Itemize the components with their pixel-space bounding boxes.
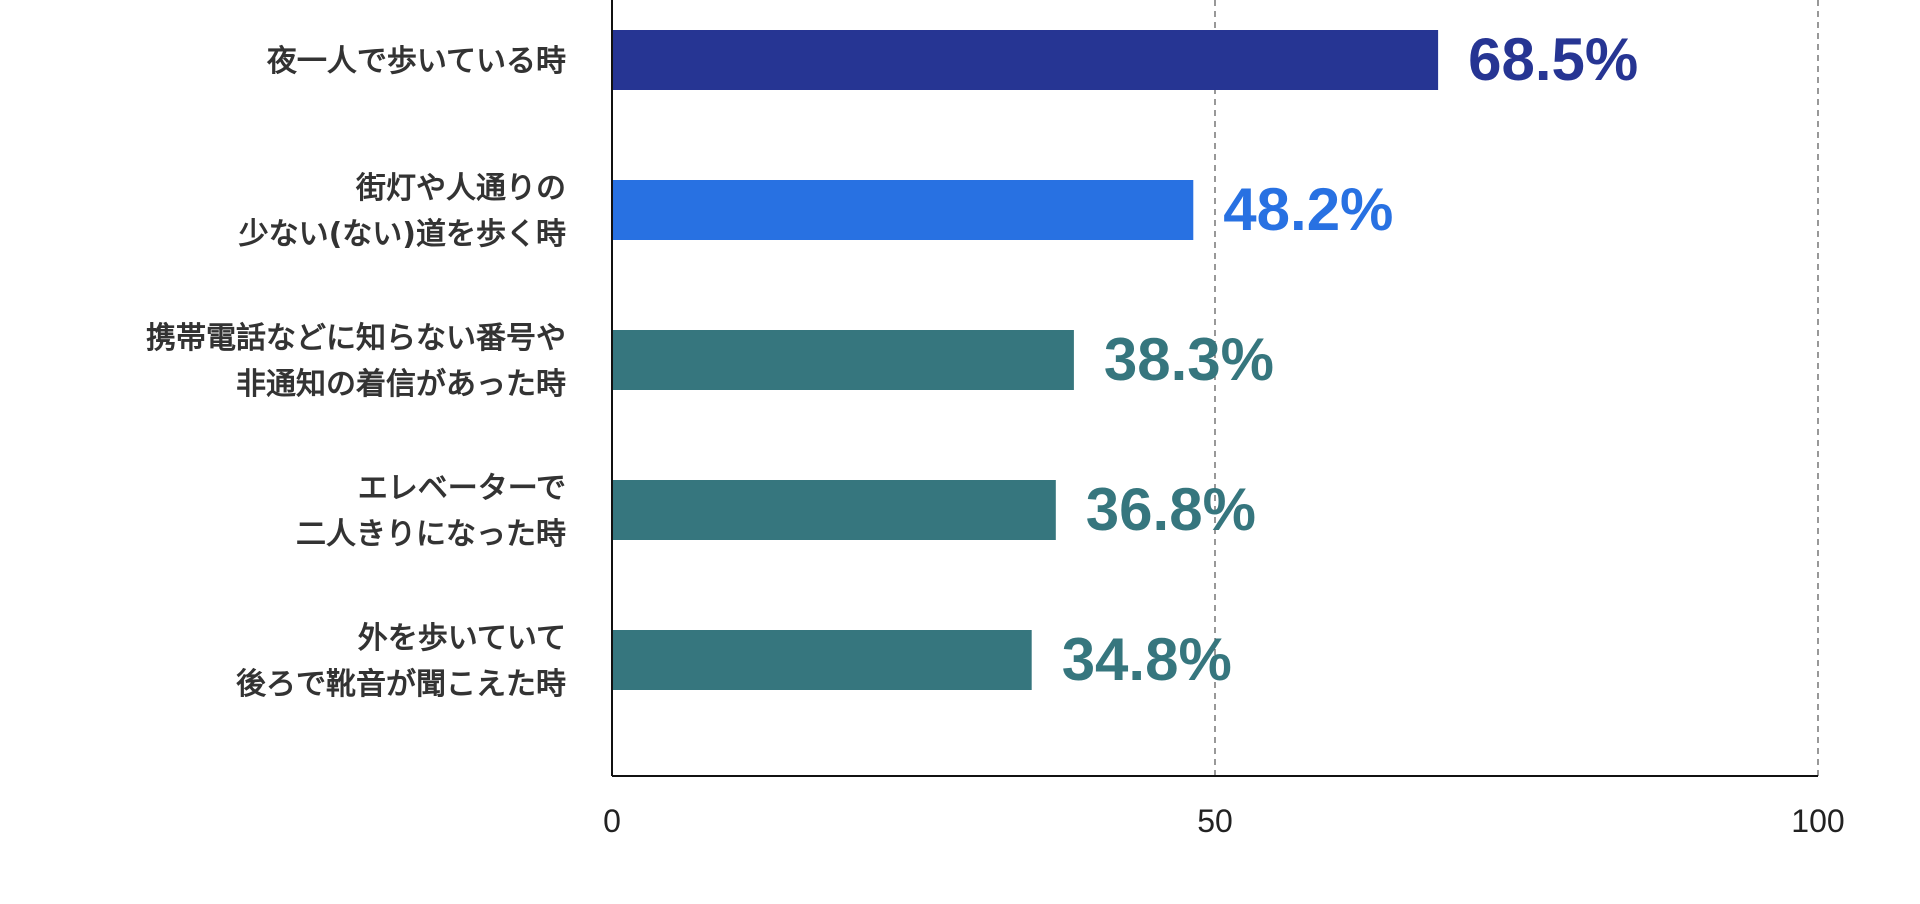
- bars: [612, 30, 1439, 690]
- category-label-2-line-1: 街灯や人通りの: [355, 171, 566, 206]
- bar-4: [612, 480, 1056, 540]
- data-label-2: 48.2%: [1223, 176, 1393, 243]
- data-label-4: 36.8%: [1086, 476, 1256, 543]
- axes: [611, 0, 1818, 777]
- category-labels: 夜一人で歩いている時街灯や人通りの少ない(ない)道を歩く時携帯電話などに知らない…: [146, 44, 566, 702]
- data-label-5: 34.8%: [1062, 626, 1232, 693]
- category-label-2-line-2: 少ない(ない)道を歩く時: [239, 217, 566, 252]
- bar-5: [612, 630, 1032, 690]
- data-label-3: 38.3%: [1104, 326, 1274, 393]
- category-label-5-line-2: 後ろで靴音が聞こえた時: [236, 667, 566, 702]
- category-label-5-line-1: 外を歩いていて: [358, 621, 566, 656]
- category-label-4-line-2: 二人きりになった時: [296, 517, 566, 552]
- grid-lines: [1214, 0, 1819, 776]
- bar-3: [612, 330, 1074, 390]
- tick-labels: 0 50 100: [603, 803, 1845, 839]
- category-label-4-line-1: エレベーターで: [358, 471, 566, 506]
- x-tick-label-100: 100: [1791, 803, 1844, 839]
- bar-1: [612, 30, 1439, 90]
- category-label-3-line-1: 携帯電話などに知らない番号や: [146, 321, 566, 356]
- category-label-1-line-1: 夜一人で歩いている時: [266, 44, 566, 79]
- bar-2: [612, 180, 1194, 240]
- x-tick-label-0: 0: [603, 803, 621, 839]
- data-labels: 68.5% 48.2% 38.3% 36.8% 34.8%: [1062, 26, 1639, 693]
- data-label-1: 68.5%: [1468, 26, 1638, 93]
- category-label-3-line-2: 非通知の着信があった時: [236, 367, 566, 402]
- x-tick-label-50: 50: [1197, 803, 1233, 839]
